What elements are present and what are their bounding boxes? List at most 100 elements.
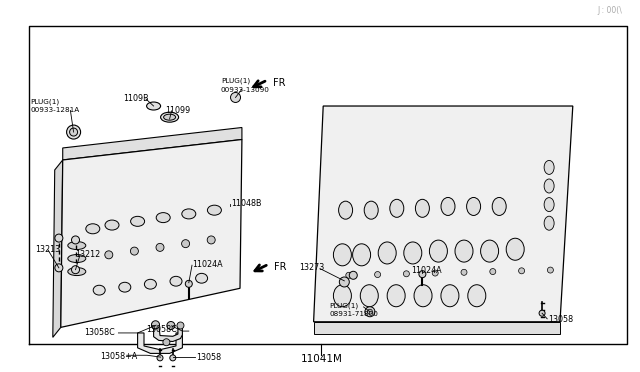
Ellipse shape bbox=[93, 285, 105, 295]
Text: FR: FR bbox=[274, 262, 287, 272]
Polygon shape bbox=[154, 324, 182, 341]
Circle shape bbox=[432, 270, 438, 276]
Text: 13058C: 13058C bbox=[146, 325, 177, 334]
Ellipse shape bbox=[455, 240, 473, 262]
Ellipse shape bbox=[415, 199, 429, 217]
Circle shape bbox=[55, 234, 63, 242]
Ellipse shape bbox=[207, 205, 221, 215]
Circle shape bbox=[374, 272, 381, 278]
Text: 13212: 13212 bbox=[75, 250, 100, 259]
Text: PLUG(1): PLUG(1) bbox=[330, 302, 359, 309]
Polygon shape bbox=[61, 140, 242, 327]
Ellipse shape bbox=[544, 179, 554, 193]
Polygon shape bbox=[138, 333, 182, 353]
Ellipse shape bbox=[68, 254, 86, 263]
Ellipse shape bbox=[170, 276, 182, 286]
Polygon shape bbox=[52, 160, 63, 337]
Text: J : 00(\: J : 00(\ bbox=[597, 6, 622, 15]
Ellipse shape bbox=[105, 220, 119, 230]
Circle shape bbox=[152, 321, 159, 329]
Text: 08931-71800: 08931-71800 bbox=[330, 311, 378, 317]
Circle shape bbox=[157, 355, 163, 361]
Text: PLUG(1): PLUG(1) bbox=[221, 78, 250, 84]
Ellipse shape bbox=[481, 240, 499, 262]
Circle shape bbox=[403, 271, 410, 277]
Circle shape bbox=[177, 322, 184, 329]
Ellipse shape bbox=[86, 224, 100, 234]
Polygon shape bbox=[314, 322, 560, 334]
Ellipse shape bbox=[145, 279, 156, 289]
Circle shape bbox=[70, 128, 77, 136]
Ellipse shape bbox=[544, 216, 554, 230]
Ellipse shape bbox=[360, 285, 378, 307]
Circle shape bbox=[349, 271, 357, 279]
Ellipse shape bbox=[468, 285, 486, 307]
Circle shape bbox=[539, 310, 545, 316]
Text: 13273: 13273 bbox=[299, 263, 324, 272]
Ellipse shape bbox=[147, 102, 161, 110]
Circle shape bbox=[170, 355, 176, 361]
Circle shape bbox=[461, 269, 467, 275]
Text: 11048B: 11048B bbox=[231, 199, 262, 208]
Circle shape bbox=[207, 236, 215, 244]
Ellipse shape bbox=[182, 209, 196, 219]
Ellipse shape bbox=[364, 201, 378, 219]
Ellipse shape bbox=[544, 160, 554, 174]
Circle shape bbox=[167, 321, 175, 330]
Ellipse shape bbox=[544, 198, 554, 212]
Ellipse shape bbox=[333, 244, 351, 266]
Ellipse shape bbox=[333, 285, 351, 307]
Ellipse shape bbox=[378, 242, 396, 264]
Polygon shape bbox=[314, 106, 573, 322]
Circle shape bbox=[419, 271, 426, 278]
Circle shape bbox=[186, 280, 192, 287]
Ellipse shape bbox=[404, 242, 422, 264]
Ellipse shape bbox=[164, 114, 175, 120]
Ellipse shape bbox=[119, 282, 131, 292]
Text: 00933-1281A: 00933-1281A bbox=[31, 108, 80, 113]
Text: 13058: 13058 bbox=[196, 353, 221, 362]
Text: 1109B: 1109B bbox=[123, 94, 148, 103]
Ellipse shape bbox=[196, 273, 207, 283]
Ellipse shape bbox=[339, 201, 353, 219]
Ellipse shape bbox=[441, 285, 459, 307]
Text: 13213: 13213 bbox=[35, 245, 60, 254]
Ellipse shape bbox=[492, 198, 506, 215]
Text: 00933-13090: 00933-13090 bbox=[221, 87, 269, 93]
Ellipse shape bbox=[68, 267, 86, 276]
Circle shape bbox=[156, 243, 164, 251]
Circle shape bbox=[67, 125, 81, 139]
Circle shape bbox=[518, 268, 525, 274]
Circle shape bbox=[346, 272, 352, 278]
Text: 11024A: 11024A bbox=[412, 266, 442, 275]
Ellipse shape bbox=[441, 198, 455, 215]
Ellipse shape bbox=[156, 213, 170, 222]
Ellipse shape bbox=[467, 198, 481, 215]
Text: 11024A: 11024A bbox=[192, 260, 223, 269]
Ellipse shape bbox=[506, 238, 524, 260]
Ellipse shape bbox=[131, 217, 145, 226]
Circle shape bbox=[105, 251, 113, 259]
Circle shape bbox=[72, 266, 79, 274]
Text: 13058: 13058 bbox=[548, 315, 573, 324]
Circle shape bbox=[55, 264, 63, 272]
Ellipse shape bbox=[387, 285, 405, 307]
Text: 11041M: 11041M bbox=[300, 355, 342, 364]
Polygon shape bbox=[63, 128, 242, 160]
Text: FR: FR bbox=[273, 78, 286, 87]
Ellipse shape bbox=[353, 244, 371, 266]
Circle shape bbox=[365, 307, 375, 317]
Circle shape bbox=[72, 236, 79, 244]
Ellipse shape bbox=[414, 285, 432, 307]
Circle shape bbox=[490, 269, 496, 275]
Ellipse shape bbox=[429, 240, 447, 262]
Text: 13058+A: 13058+A bbox=[100, 352, 138, 360]
Circle shape bbox=[230, 93, 241, 102]
Text: 11099: 11099 bbox=[165, 106, 190, 115]
Ellipse shape bbox=[68, 241, 86, 250]
Circle shape bbox=[367, 309, 372, 314]
Circle shape bbox=[547, 267, 554, 273]
Circle shape bbox=[163, 339, 170, 346]
Text: PLUG(1): PLUG(1) bbox=[31, 98, 60, 105]
Circle shape bbox=[131, 247, 138, 255]
